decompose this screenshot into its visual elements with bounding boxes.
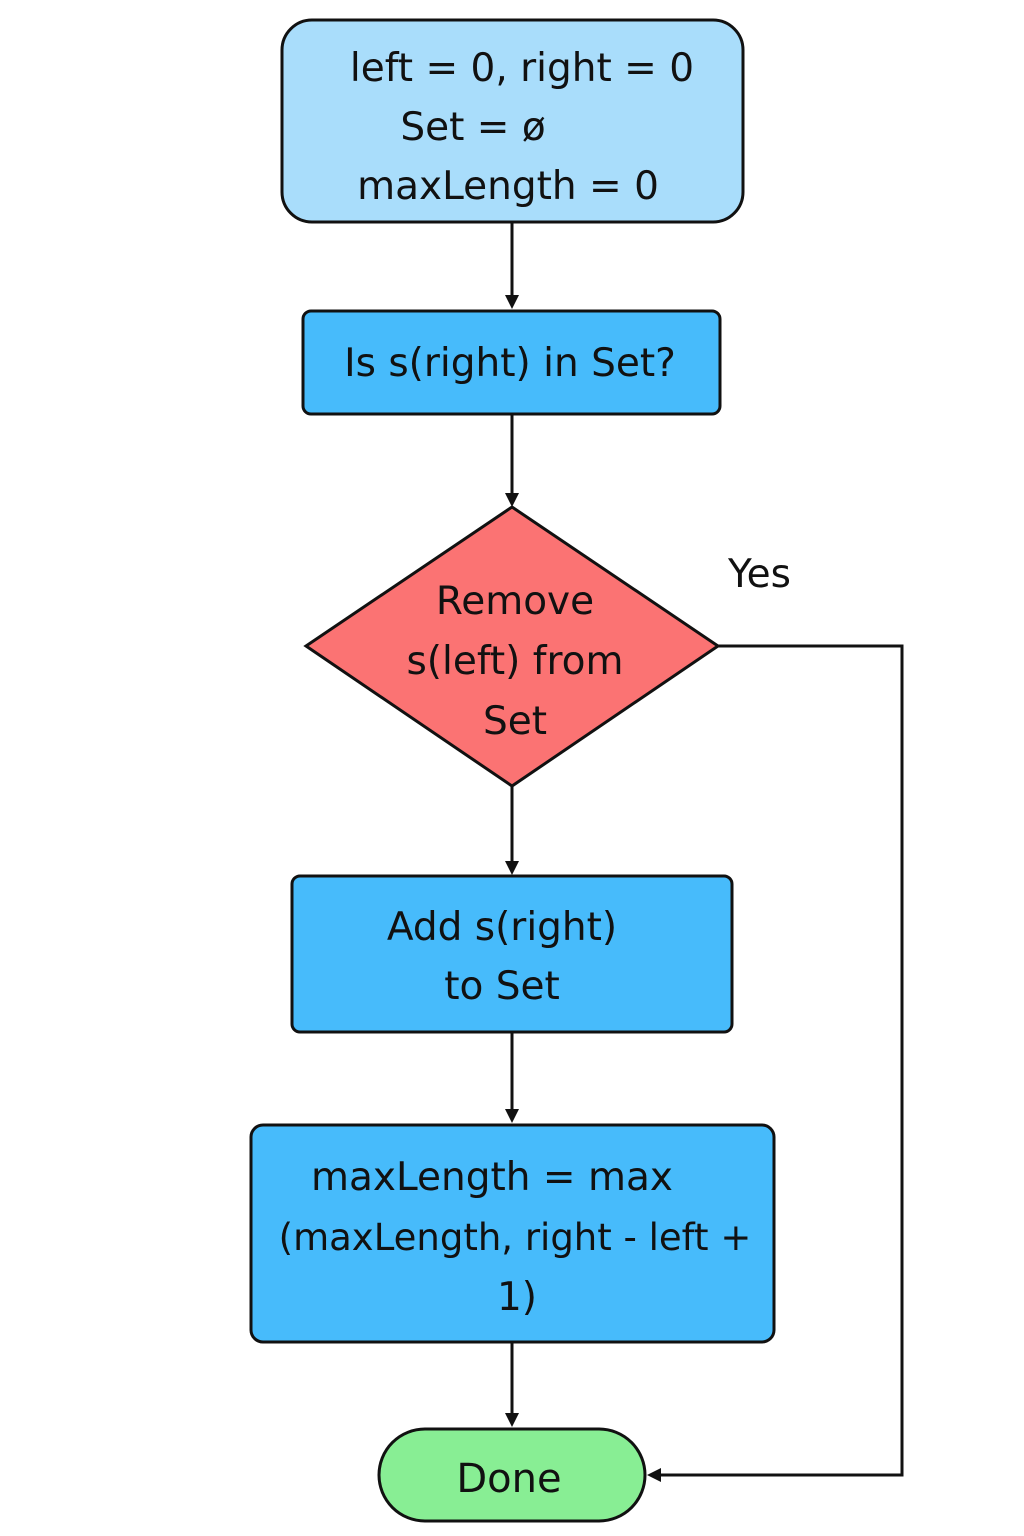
remove-line-3: Set	[483, 699, 547, 744]
remove-decision-node: Remove s(left) from Set	[306, 507, 718, 786]
update-line-2: (maxLength, right - left +	[279, 1216, 752, 1259]
done-node: Done	[379, 1429, 645, 1521]
remove-line-2: s(left) from	[406, 639, 623, 684]
update-line-3: 1)	[497, 1275, 537, 1320]
update-line-1: maxLength = max	[311, 1155, 673, 1200]
init-line-3: maxLength = 0	[357, 164, 659, 209]
yes-edge-label: Yes	[727, 552, 791, 597]
edge-yes-to-done	[650, 646, 902, 1475]
add-line-1: Add s(right)	[387, 905, 617, 950]
update-node: maxLength = max (maxLength, right - left…	[251, 1125, 774, 1342]
done-label: Done	[456, 1456, 561, 1502]
check-line-1: Is s(right) in Set?	[344, 341, 676, 386]
remove-line-1: Remove	[436, 579, 594, 624]
check-node: Is s(right) in Set?	[303, 311, 720, 414]
init-line-2: Set = ø	[400, 105, 545, 150]
add-node: Add s(right) to Set	[292, 876, 732, 1032]
add-line-2: to Set	[444, 964, 560, 1009]
init-line-1: left = 0, right = 0	[350, 46, 694, 91]
init-node: left = 0, right = 0 Set = ø maxLength = …	[282, 20, 743, 222]
